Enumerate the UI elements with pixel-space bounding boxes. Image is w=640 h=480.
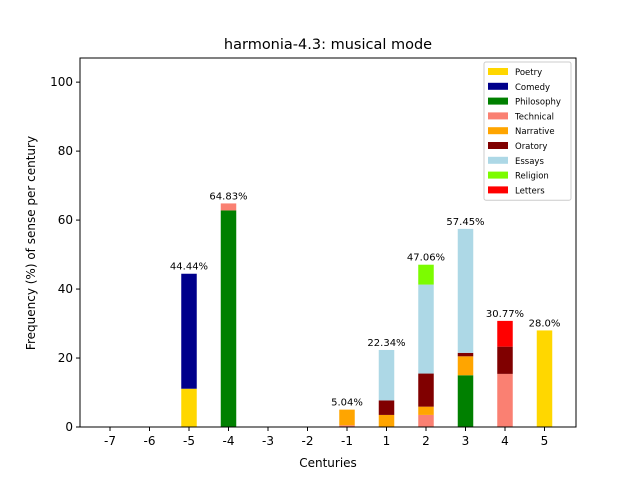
y-tick-label: 60 — [58, 213, 73, 227]
x-tick-label: 2 — [422, 434, 430, 448]
y-tick-label: 40 — [58, 282, 73, 296]
bar-label-2: 47.06% — [407, 253, 445, 264]
y-axis-label: Frequency (%) of sense per century — [24, 136, 38, 350]
x-tick-label: -5 — [183, 434, 195, 448]
bar-segment-oratory-2 — [418, 373, 434, 407]
x-tick-label: -4 — [223, 434, 235, 448]
x-tick-label: 1 — [383, 434, 391, 448]
legend-swatch-philosophy — [488, 97, 508, 105]
legend-swatch-oratory — [488, 142, 508, 149]
bar-segment-narrative-2 — [418, 406, 434, 415]
legend-swatch-letters — [488, 186, 508, 194]
bar-label--5: 44.44% — [170, 262, 208, 273]
bar-segment-religion-2 — [418, 264, 434, 285]
legend-label-philosophy: Philosophy — [515, 98, 561, 108]
legend-label-letters: Letters — [515, 186, 545, 196]
bar-segment-essays-3 — [457, 228, 474, 353]
bar-label-5: 28.0% — [529, 318, 561, 329]
y-tick-label: 20 — [58, 351, 73, 365]
bar-segment-technical-4 — [497, 373, 513, 427]
bar-segment-narrative-3 — [457, 356, 474, 376]
y-tick-label: 80 — [58, 144, 73, 158]
bar-segment-philosophy-3 — [457, 375, 474, 427]
bar-segment-oratory-1 — [378, 400, 395, 415]
legend-swatch-narrative — [488, 127, 508, 135]
bar-segment-oratory-4 — [497, 346, 513, 374]
bar-segment-essays-2 — [418, 284, 434, 374]
x-tick-label: -7 — [104, 434, 116, 448]
x-tick-label: 3 — [462, 434, 470, 448]
legend-swatch-essays — [488, 156, 508, 164]
bar-label-4: 30.77% — [486, 309, 524, 320]
bar-label-1: 22.34% — [367, 338, 405, 349]
legend-label-technical: Technical — [514, 112, 554, 122]
x-tick-label: 4 — [501, 434, 509, 448]
legend-swatch-technical — [488, 112, 508, 120]
bar-segment-poetry--5 — [181, 388, 197, 427]
legend-label-comedy: Comedy — [515, 83, 550, 93]
x-tick-label: 5 — [541, 434, 549, 448]
x-tick-label: -2 — [302, 434, 314, 448]
bar-label--4: 64.83% — [209, 191, 247, 202]
legend-label-religion: Religion — [515, 172, 549, 182]
x-axis-label: Centuries — [299, 456, 357, 470]
bar-segment-technical--1 — [339, 425, 355, 427]
legend-box — [483, 61, 572, 201]
x-tick-label: -1 — [341, 434, 353, 448]
legend: Poetry Comedy Philosophy Technical Narrative… — [483, 61, 572, 201]
x-tick-label: -6 — [144, 434, 156, 448]
plot-area: 44.44% 64.83% 5.04% 22.34% 47.06% 57.45% 30.77… — [50, 57, 577, 448]
bar-label-3: 57.45% — [446, 217, 484, 228]
chart-title: harmonia-4.3: musical mode — [224, 37, 432, 53]
axes-frame — [79, 57, 577, 428]
bar-segment-letters-4 — [497, 320, 513, 347]
bar-label--1: 5.04% — [331, 398, 363, 409]
bar-segment-oratory-3 — [457, 352, 474, 357]
bar-segment-technical--4 — [220, 203, 237, 211]
bar-segment-narrative--1 — [339, 409, 355, 426]
legend-label-oratory: Oratory — [515, 142, 547, 152]
legend-label-narrative: Narrative — [515, 127, 555, 137]
bar-segment-narrative-1 — [378, 414, 395, 427]
legend-label-essays: Essays — [515, 157, 544, 167]
legend-swatch-comedy — [488, 82, 508, 90]
bar-segment-comedy--5 — [181, 273, 197, 389]
bar-segment-poetry-5 — [536, 330, 553, 427]
y-tick-label: 0 — [65, 420, 73, 434]
y-tick-label: 100 — [50, 75, 73, 89]
bar-segment-technical-2 — [418, 414, 434, 427]
bar-segment-essays-1 — [378, 349, 395, 401]
legend-swatch-poetry — [488, 68, 508, 75]
legend-label-poetry: Poetry — [515, 68, 542, 78]
x-tick-label: -3 — [262, 434, 274, 448]
legend-swatch-religion — [488, 171, 508, 179]
bar-segment-philosophy--4 — [220, 210, 237, 427]
